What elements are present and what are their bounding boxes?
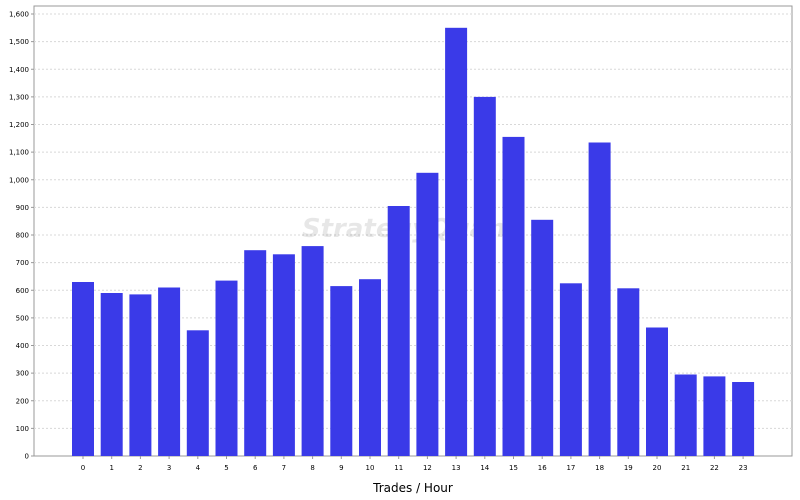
y-tick-label: 100 xyxy=(16,425,29,433)
x-tick-label: 5 xyxy=(224,464,228,472)
y-tick-label: 1,000 xyxy=(9,176,29,184)
x-tick-label: 6 xyxy=(253,464,258,472)
bar-hour-5 xyxy=(215,280,238,456)
bar-hour-10 xyxy=(359,279,381,456)
bar-hour-22 xyxy=(703,376,726,456)
x-tick-label: 20 xyxy=(653,464,662,472)
bars xyxy=(72,27,755,457)
bar-hour-23 xyxy=(732,382,755,456)
x-tick-label: 4 xyxy=(196,464,201,472)
x-tick-label: 3 xyxy=(167,464,171,472)
y-tick-label: 500 xyxy=(16,314,29,322)
bar-hour-18 xyxy=(588,142,611,456)
x-tick-label: 13 xyxy=(452,464,461,472)
bar-hour-17 xyxy=(559,283,582,456)
bar-hour-13 xyxy=(445,27,468,457)
x-tick-label: 8 xyxy=(310,464,314,472)
x-tick-label: 1 xyxy=(109,464,113,472)
y-tick-label: 600 xyxy=(16,287,29,295)
x-axis-title: Trades / Hour xyxy=(372,481,453,495)
y-tick-label: 1,200 xyxy=(9,121,29,129)
bar-hour-1 xyxy=(100,293,123,456)
x-tick-label: 15 xyxy=(509,464,518,472)
x-tick-label: 17 xyxy=(566,464,575,472)
bar-hour-11 xyxy=(387,206,410,456)
y-tick-label: 700 xyxy=(16,259,29,267)
x-tick-label: 11 xyxy=(394,464,403,472)
x-tick-label: 2 xyxy=(138,464,142,472)
x-tick-label: 7 xyxy=(282,464,286,472)
bar-hour-14 xyxy=(473,96,496,457)
bar-hour-9 xyxy=(330,286,353,456)
y-tick-label: 1,400 xyxy=(9,66,29,74)
y-tick-label: 1,300 xyxy=(9,93,29,101)
x-tick-label: 21 xyxy=(681,464,690,472)
x-tick-label: 23 xyxy=(739,464,748,472)
y-tick-label: 800 xyxy=(16,232,29,240)
bar-hour-15 xyxy=(502,136,525,456)
bar-hour-6 xyxy=(244,250,267,456)
bar-hour-8 xyxy=(301,246,324,456)
x-tick-label: 0 xyxy=(81,464,85,472)
y-tick-label: 900 xyxy=(16,204,29,212)
y-tick-label: 1,500 xyxy=(9,38,29,46)
y-tick-label: 1,600 xyxy=(9,11,29,19)
bar-hour-4 xyxy=(186,330,209,456)
x-tick-label: 19 xyxy=(624,464,633,472)
x-tick-label: 12 xyxy=(423,464,432,472)
y-axis-ticks: 0 100 200 300 400 500 600 700 800 900 1,000 1,100 1,… xyxy=(9,11,34,461)
x-tick-label: 9 xyxy=(339,464,343,472)
bar-hour-21 xyxy=(674,374,697,456)
bar-hour-0 xyxy=(72,282,94,456)
y-tick-label: 1,100 xyxy=(9,149,29,157)
x-tick-label: 16 xyxy=(538,464,547,472)
x-tick-label: 10 xyxy=(366,464,375,472)
y-tick-label: 400 xyxy=(16,342,29,350)
x-tick-label: 18 xyxy=(595,464,604,472)
x-tick-label: 22 xyxy=(710,464,719,472)
bar-hour-12 xyxy=(416,172,439,457)
bar-hour-20 xyxy=(646,327,668,456)
x-axis-ticks: 0 1 2 3 4 5 6 7 8 9 10 11 12 13 14 15 16 17 18 19 20 21 22 23 xyxy=(81,456,748,472)
y-tick-label: 0 xyxy=(25,453,29,461)
bar-hour-7 xyxy=(272,254,295,456)
bar-hour-16 xyxy=(531,219,554,456)
bar-hour-19 xyxy=(617,288,640,456)
y-tick-label: 200 xyxy=(16,397,29,405)
bar-hour-2 xyxy=(129,294,152,456)
x-tick-label: 14 xyxy=(480,464,489,472)
y-tick-label: 300 xyxy=(16,370,29,378)
bar-hour-3 xyxy=(158,287,181,456)
